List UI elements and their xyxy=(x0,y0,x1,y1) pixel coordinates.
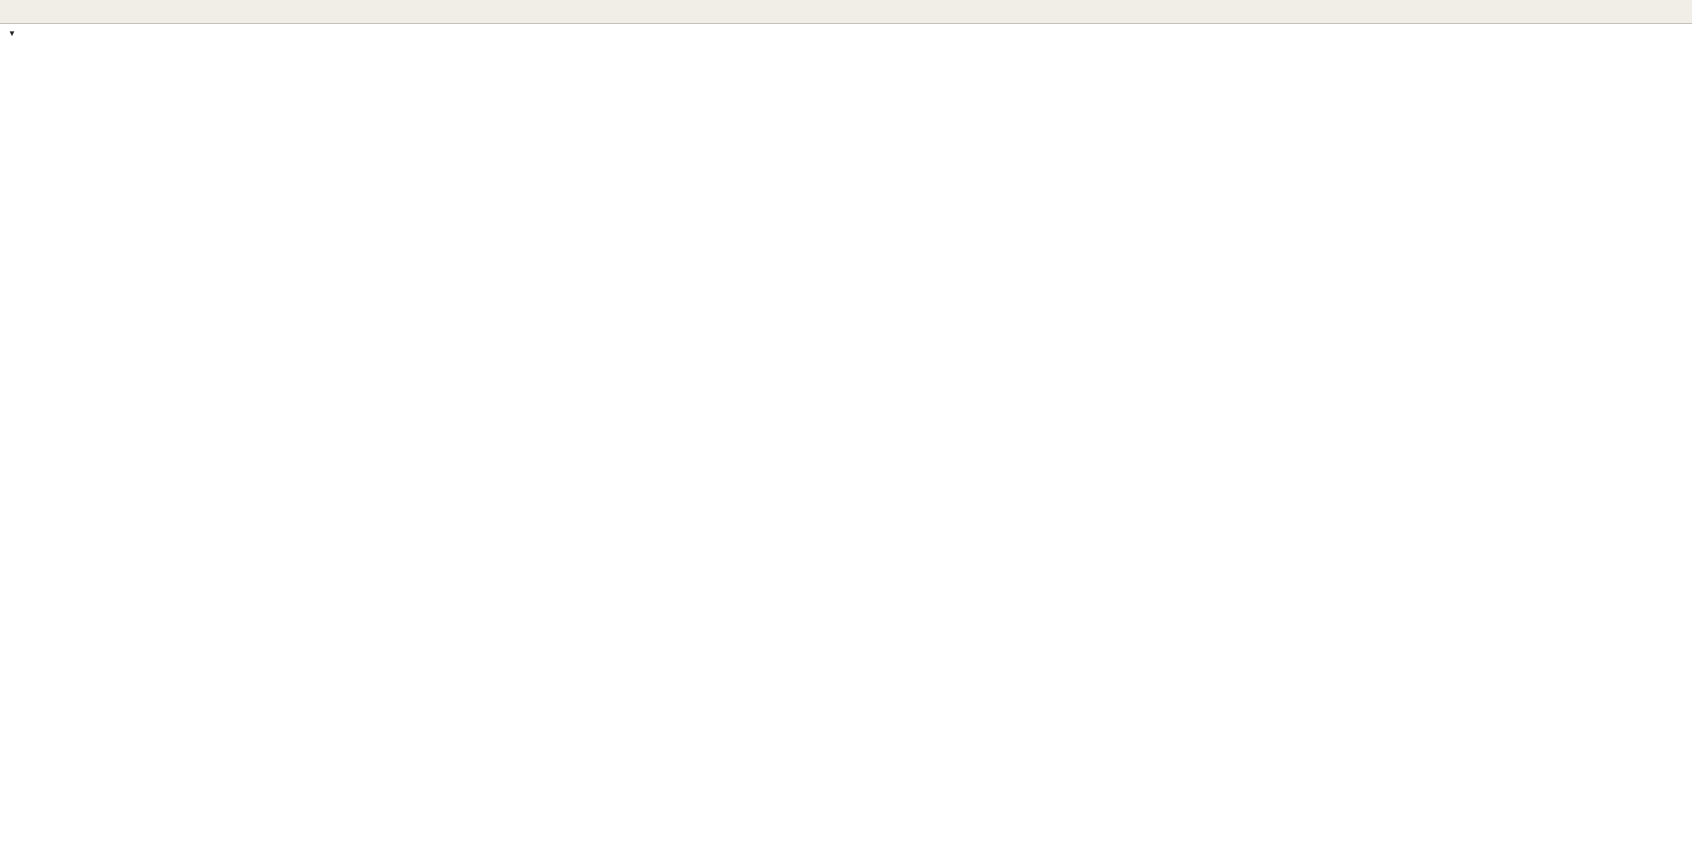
rsi-indicator-label xyxy=(7,673,13,684)
macd-indicator-label xyxy=(7,561,19,572)
collapse-triangle-icon[interactable]: ▼ xyxy=(8,29,16,38)
chart-info-line: ▼ xyxy=(8,28,48,39)
main-toolbar xyxy=(0,0,1692,24)
